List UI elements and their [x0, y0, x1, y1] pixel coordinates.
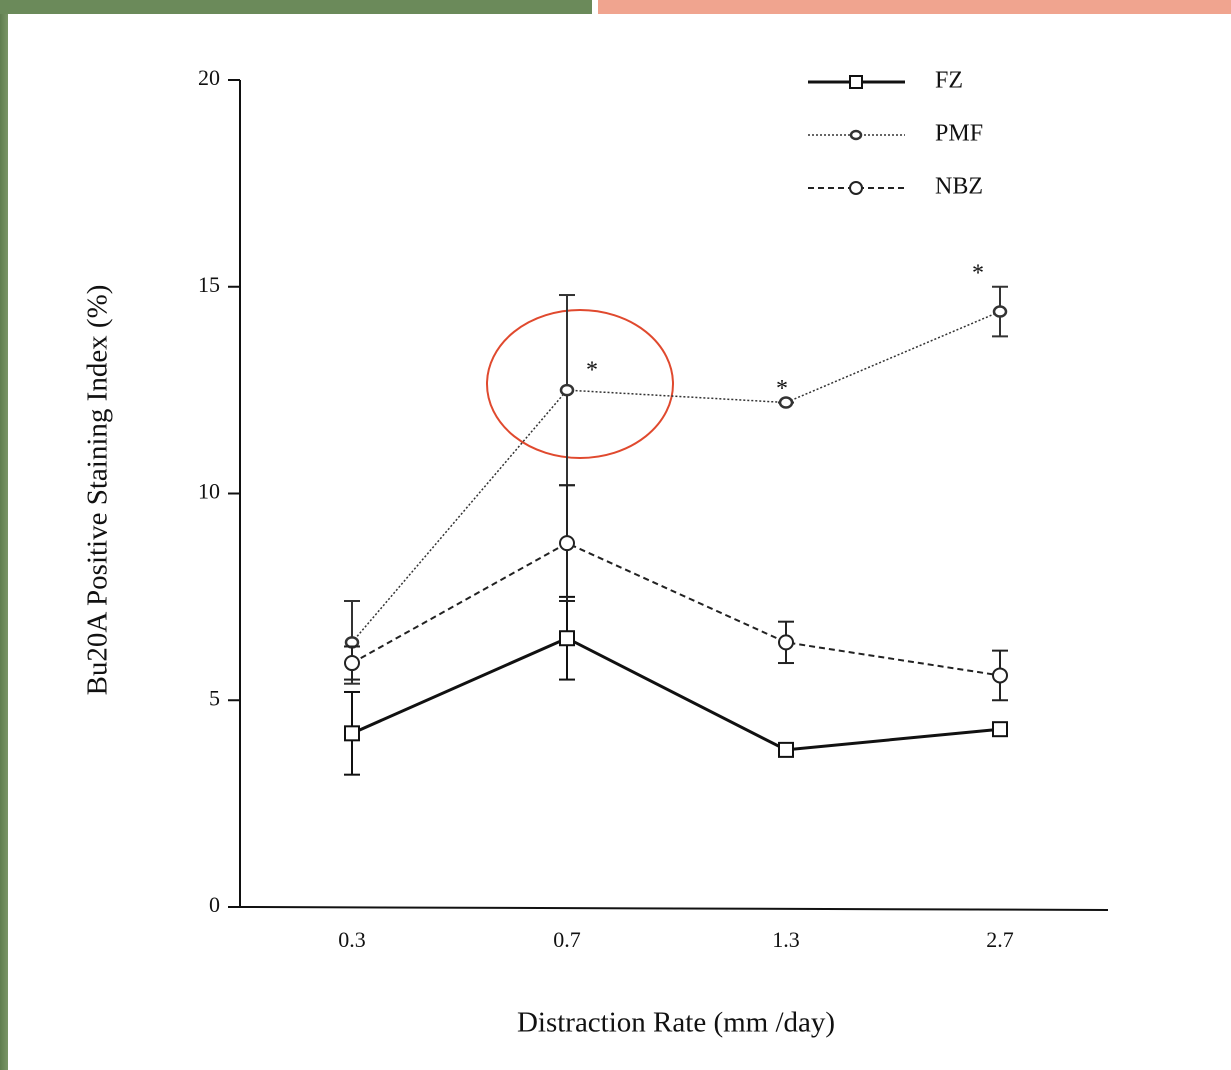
series-line: [351, 310, 1001, 643]
legend-label: FZ: [935, 68, 963, 94]
annotation: *: [776, 376, 788, 402]
y-tick-label: 10: [198, 479, 220, 504]
marker: [344, 725, 360, 742]
y-tick-label: 15: [198, 272, 220, 297]
legend-marker: [849, 181, 863, 195]
legend-label: PMF: [935, 121, 983, 147]
highlight-circle: [486, 309, 674, 459]
legend-marker: [849, 129, 863, 141]
marker: [559, 630, 575, 647]
marker: [992, 305, 1008, 318]
x-tick-label: 2.7: [986, 927, 1014, 952]
marker: [778, 396, 794, 409]
marker: [778, 741, 794, 758]
legend-label: NBZ: [935, 174, 983, 200]
background-strip: [0, 0, 592, 14]
marker: [559, 383, 575, 397]
x-tick-label: 1.3: [772, 927, 800, 952]
marker: [344, 655, 360, 672]
series-line: [351, 636, 1001, 752]
y-axis-title: Bu20A Positive Staining Index (%): [82, 285, 114, 696]
marker: [778, 634, 794, 651]
marker: [559, 535, 575, 552]
series-line: [351, 542, 1001, 677]
x-axis-title: Distraction Rate (mm /day): [517, 1007, 835, 1039]
x-tick-label: 0.3: [338, 927, 366, 952]
annotation: *: [586, 358, 598, 384]
y-tick-label: 20: [198, 65, 220, 90]
x-tick-label: 0.7: [553, 927, 581, 952]
y-tick-label: 0: [209, 892, 220, 917]
annotation: *: [972, 260, 984, 286]
x-axis: [239, 906, 1109, 911]
marker: [992, 721, 1008, 738]
background-strip: [598, 0, 1231, 14]
y-tick-label: 5: [209, 685, 220, 710]
marker: [992, 667, 1008, 684]
legend-marker: [849, 75, 863, 89]
